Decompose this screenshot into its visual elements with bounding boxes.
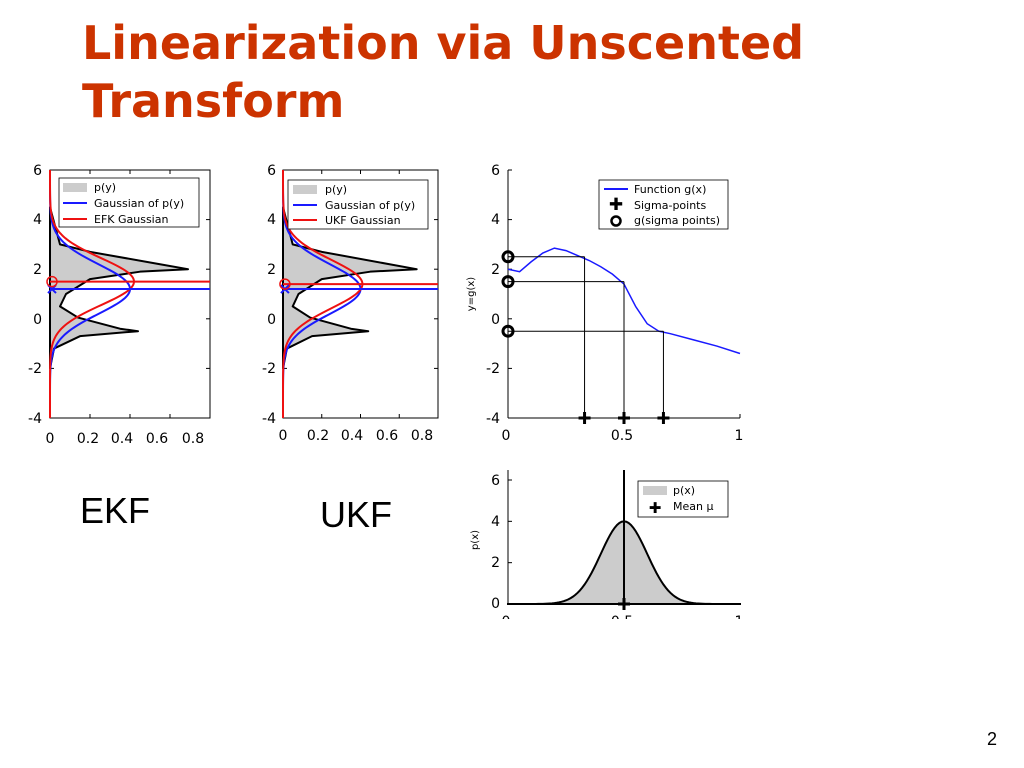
ukf-legend-label: p(y) xyxy=(325,183,347,196)
ukf-legend: p(y) Gaussian of p(y) UKF Gaussian xyxy=(287,179,429,230)
ukf-xtick-label: 0.6 xyxy=(376,428,398,444)
transform-ylabel: y=g(x) xyxy=(466,277,477,311)
ekf-xtick-label: 0.6 xyxy=(146,431,168,447)
transform-legend-label: Function g(x) xyxy=(634,183,706,196)
prior-crop-mask-top xyxy=(470,619,760,649)
transform-chart: 6 4 2 0 -2 -4 0 0.5 1 y=g(x) ✚ Function … xyxy=(466,163,743,444)
ukf-legend-label: UKF Gaussian xyxy=(325,214,401,227)
ekf-ytick-label: 4 xyxy=(33,212,42,228)
sigma-point-marker xyxy=(657,412,670,424)
prior-chart: 6 4 2 0 p(x) ✚ p(x) Mean μ xyxy=(470,470,740,612)
prior-ylabel: p(x) xyxy=(470,530,481,550)
ukf-xtick-label: 0.8 xyxy=(411,428,433,444)
transform-legend-label: Sigma-points xyxy=(634,199,706,212)
ekf-ytick-label: -4 xyxy=(28,411,42,427)
ekf-ytick-label: 6 xyxy=(33,163,42,179)
prior-legend: ✚ p(x) Mean μ xyxy=(637,480,729,518)
ekf-xtick-label: 0 xyxy=(46,431,55,447)
ekf-xtick-label: 0.4 xyxy=(111,431,133,447)
prior-ytick-label: 6 xyxy=(491,473,500,489)
prior-legend-swatch-fill xyxy=(643,486,667,495)
ukf-legend-label: Gaussian of p(y) xyxy=(325,199,415,212)
ukf-ytick-label: 4 xyxy=(267,212,276,228)
prior-plot-area xyxy=(508,470,740,610)
transform-ytick-label: 2 xyxy=(491,262,500,278)
mean-marker xyxy=(618,598,630,610)
ekf-approx-gaussian-line xyxy=(49,169,136,418)
ukf-approx-gaussian-line xyxy=(282,169,364,418)
ekf-legend: p(y) Gaussian of p(y) EFK Gaussian xyxy=(58,177,200,228)
ukf-ytick-label: 6 xyxy=(267,163,276,179)
transform-ytick-label: -4 xyxy=(486,411,500,427)
transform-ytick-label: -2 xyxy=(486,361,500,377)
ekf-legend-label: Gaussian of p(y) xyxy=(94,197,184,210)
sigma-point-marker xyxy=(618,412,630,424)
prior-legend-label: Mean μ xyxy=(673,500,713,513)
transform-ytick-label: 6 xyxy=(491,163,500,179)
ukf-caption: UKF xyxy=(320,494,392,535)
ekf-xtick-label: 0.2 xyxy=(77,431,99,447)
ekf-py-density xyxy=(49,206,189,370)
g-sigma-point-marker xyxy=(501,275,515,289)
page-number: 2 xyxy=(986,729,997,749)
ukf-ytick-label: 2 xyxy=(267,262,276,278)
ekf-ytick-label: 2 xyxy=(33,262,42,278)
ukf-chart: 6 4 2 0 -2 -4 0 0.2 0.4 0.6 0.8 p(y) Gau… xyxy=(262,163,439,444)
ekf-caption: EKF xyxy=(80,490,151,531)
ukf-xtick-label: 0.2 xyxy=(307,428,329,444)
ekf-ytick-label: 0 xyxy=(33,312,42,328)
ukf-plot-area xyxy=(279,169,438,418)
slide-title: Linearization via Unscented Transform xyxy=(82,14,982,130)
transform-legend-label: g(sigma points) xyxy=(634,214,720,227)
circle-marker-icon xyxy=(610,215,622,227)
ukf-legend-swatch-fill xyxy=(293,185,317,194)
title-line-1: Linearization via Unscented xyxy=(82,16,805,70)
prior-ytick-label: 0 xyxy=(491,596,500,612)
g-sigma-point-marker xyxy=(501,250,515,264)
sigma-point-marker xyxy=(578,412,591,424)
ukf-py-density xyxy=(282,206,418,370)
transform-xtick-label: 0 xyxy=(502,428,511,444)
transform-ytick-label: 0 xyxy=(491,312,500,328)
prior-tick-marks xyxy=(508,479,512,605)
function-gx-line xyxy=(507,247,741,355)
prior-legend-label: p(x) xyxy=(673,484,695,497)
title-line-2: Transform xyxy=(82,74,345,128)
ekf-legend-label: EFK Gaussian xyxy=(94,213,168,226)
ukf-ytick-label: -2 xyxy=(262,361,276,377)
ekf-legend-swatch-fill xyxy=(63,183,87,192)
ukf-ytick-label: -4 xyxy=(262,411,276,427)
transform-xtick-label: 0.5 xyxy=(611,428,633,444)
transform-ytick-label: 4 xyxy=(491,212,500,228)
ekf-xtick-label: 0.8 xyxy=(182,431,204,447)
plus-icon: ✚ xyxy=(609,195,623,215)
transform-legend: ✚ Function g(x) Sigma-points g(sigma poi… xyxy=(598,179,729,230)
ekf-ytick-label: -2 xyxy=(28,361,42,377)
ekf-chart: 6 4 2 0 -2 -4 0 0.2 0.4 0.6 0.8 p(y) Gau… xyxy=(28,163,211,447)
ukf-ytick-label: 0 xyxy=(267,312,276,328)
transform-xtick-label: 1 xyxy=(735,428,744,444)
ukf-o-marker xyxy=(279,278,291,290)
prior-ytick-label: 2 xyxy=(491,555,500,571)
plus-icon: ✚ xyxy=(649,499,662,517)
ekf-plot-area xyxy=(46,169,210,418)
ekf-legend-label: p(y) xyxy=(94,181,116,194)
ekf-o-marker xyxy=(46,275,58,288)
transform-plot-area xyxy=(501,247,741,424)
ukf-xtick-label: 0 xyxy=(279,428,288,444)
prior-ytick-label: 4 xyxy=(491,514,500,530)
ukf-xtick-label: 0.4 xyxy=(341,428,363,444)
g-sigma-point-marker xyxy=(501,324,515,338)
